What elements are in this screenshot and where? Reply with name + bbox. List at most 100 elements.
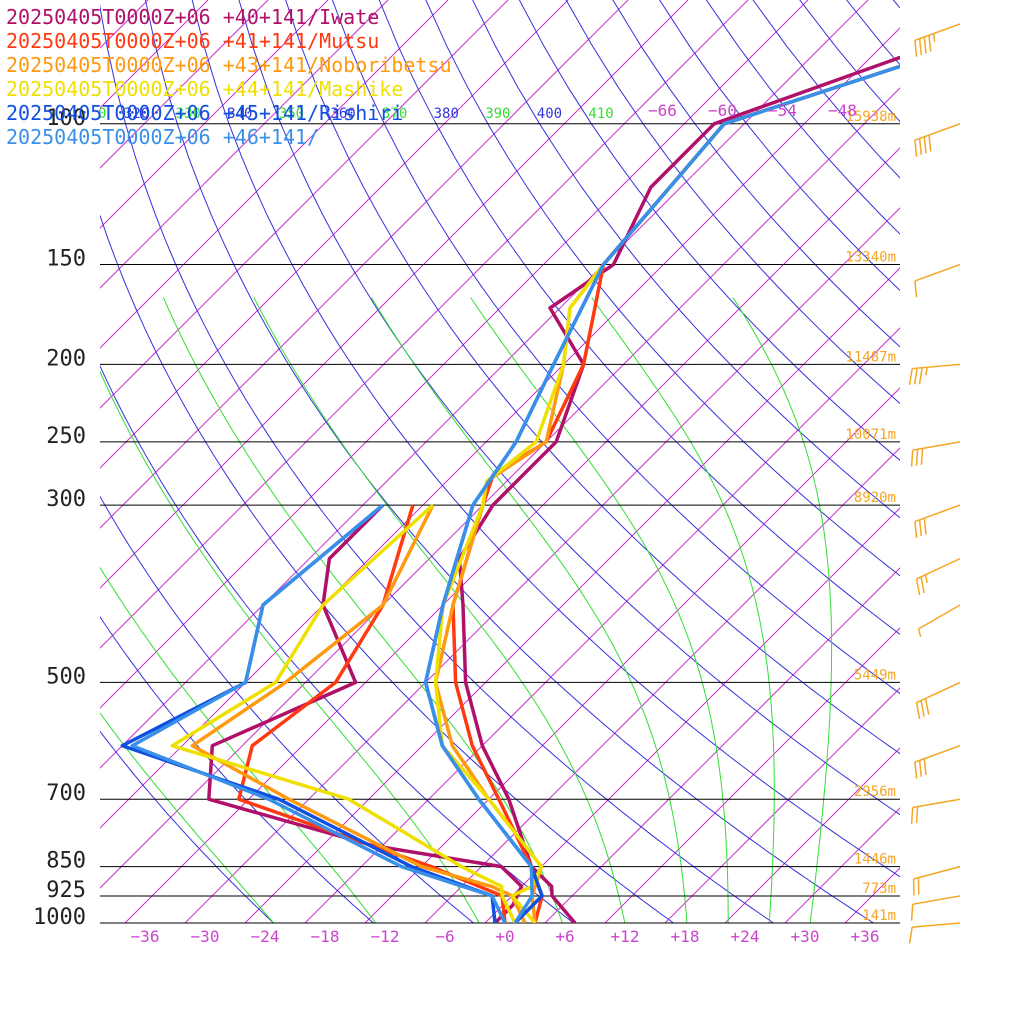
isotherm-line [544,567,900,923]
moist-adiabat-line [591,297,775,923]
height-label: 5449m [854,667,896,683]
barb-flag [915,806,919,824]
moist-adiabat-line [100,712,275,923]
legend-entry: 20250405T0000Z+06 +44+141/Mashike [6,77,403,101]
barb-flag [923,136,927,154]
barb-staff [914,504,961,523]
barb-half-flag [925,367,928,376]
wind-barb [914,504,961,539]
barb-flag [920,448,924,465]
barb-flag [918,760,923,777]
isotherm-line [124,147,900,923]
height-label: 2956m [854,784,896,800]
theta-label: 370 [382,106,407,122]
isotherm-line [100,0,509,409]
barb-flag [910,904,914,921]
height-label: 11487m [845,349,896,365]
isotherm-line [100,0,629,529]
barb-flag [914,521,918,539]
temperature-line [433,64,900,923]
isotherm-line [364,387,900,923]
dewpoint-line [170,503,517,923]
barb-half-flag [917,628,922,638]
isotherm-line [100,0,269,169]
pressure-label: 925 [46,878,86,903]
barb-flag [918,519,923,537]
barb-flag [920,576,925,594]
label-layer: 100 15938m 150 13340m 200 11487m 250 10071m 300 8… [33,101,896,946]
barb-staff [912,798,961,809]
barb-staff [914,123,961,141]
dry-adiabat-line [238,0,900,816]
moist-adiabat-line [732,297,833,923]
moist-adiabat-line [470,297,729,923]
barb-staff [914,23,961,42]
theta-label: 330 [176,106,201,122]
dry-adiabat-line [144,0,875,923]
isotherm-line [100,0,569,469]
height-label: 1446m [854,852,896,868]
barb-flag [908,927,913,944]
x-tick-label: −36 [131,927,160,946]
x-tick-label: +12 [611,927,640,946]
height-label: 141m [862,908,896,924]
dry-adiabat-line [331,0,900,695]
isotherm-line [965,0,1024,923]
barb-staff [912,895,961,906]
barb-staff [918,604,961,630]
dry-adiabat-line [472,0,900,519]
temperature-line [457,55,900,923]
height-label: 15938m [845,109,896,125]
dry-adiabat-line [425,0,900,577]
dewpoint-line [130,503,507,923]
barb-staff [916,557,961,580]
isotherm-line [100,0,449,349]
barb-flag [915,578,921,596]
barb-flag [928,135,932,152]
pressure-label: 1000 [33,905,86,930]
x-tick-label: −6 [435,927,454,946]
upper-isotherm-label: −66 [648,101,677,120]
isotherm-line [784,807,900,923]
barb-flag [910,807,914,825]
theta-label: 350 [279,106,304,122]
height-label: 13340m [845,250,896,266]
dry-adiabat-line [191,0,900,878]
x-tick-label: −12 [371,927,400,946]
barb-flag [923,518,927,535]
pressure-label: 150 [46,247,86,272]
height-label: 773m [862,881,896,897]
x-tick-label: +18 [671,927,700,946]
theta-label: 400 [537,106,562,122]
legend-entry: 20250405T0000Z+06 +43+141/Noboribetsu [6,53,452,77]
wind-barb [910,798,961,825]
barb-flag [914,280,918,298]
isotherm-line [100,27,900,829]
wind-barb [908,922,961,944]
isotherm-line [100,0,389,289]
wind-barb [915,681,961,720]
barb-flag [923,758,927,776]
moist-adiabat-line [100,370,480,923]
wind-barb [914,263,961,298]
x-tick-label: +36 [851,927,880,946]
theta-label: 360 [330,106,355,122]
isotherm-line [484,507,900,923]
dry-adiabat-line [100,4,775,923]
pressure-label: 250 [46,424,86,449]
wind-barb [910,895,961,921]
theta-label: 380 [434,106,459,122]
height-label: 8920m [854,490,896,506]
legend-entry: 20250405T0000Z+06 +41+141/Mutsu [6,29,379,53]
barb-staff [916,681,961,704]
dewpoint-line [190,504,527,923]
theta-label: 0 [98,106,106,122]
theta-label: 320 [124,106,149,122]
dry-adiabat-line [100,214,675,923]
barb-flag [918,138,923,155]
x-tick-label: +24 [731,927,760,946]
wind-barb [915,557,961,596]
pressure-label: 100 [46,106,86,131]
legend-entry: 20250405T0000Z+06 +40+141/Iwate [6,5,379,29]
